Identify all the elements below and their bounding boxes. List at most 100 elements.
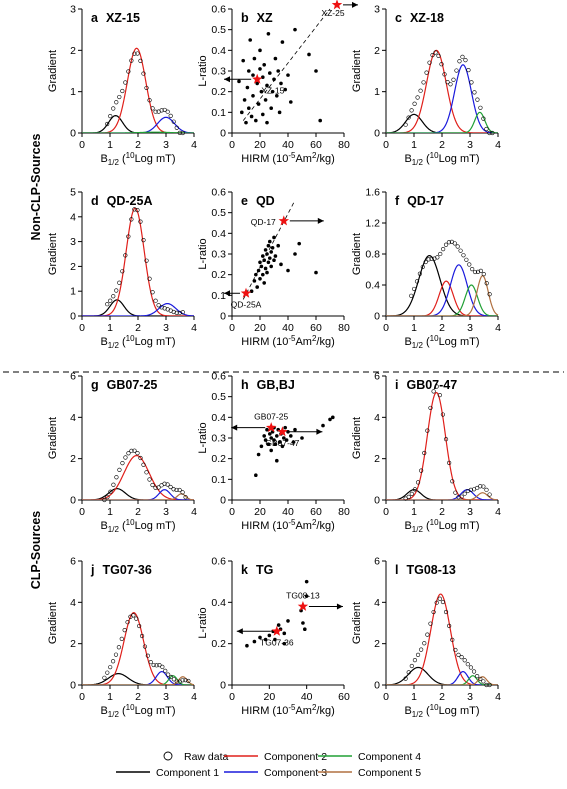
y-axis-label: L-ratio (197, 238, 209, 269)
y-tick-label: 4 (70, 412, 76, 424)
raw-data-point (171, 677, 177, 682)
raw-data-point (440, 599, 446, 605)
panel-title: f QD-17 (395, 194, 444, 208)
component-curve (386, 489, 498, 500)
y-tick-label: 0 (374, 680, 380, 692)
x-tick-label: 1 (411, 506, 417, 518)
x-tick-label: 1 (411, 322, 417, 334)
scatter-point (262, 281, 267, 285)
x-tick-label: 4 (495, 506, 501, 518)
raw-data-point (125, 620, 130, 625)
scatter-point (265, 270, 269, 275)
scatter-point (263, 438, 268, 442)
scatter-point (284, 438, 289, 442)
component-curve (82, 115, 194, 133)
x-tick-label: 2 (135, 322, 141, 334)
raw-data-point (177, 487, 182, 493)
x-tick-label: 0 (229, 322, 235, 334)
raw-data-point (138, 219, 143, 224)
raw-data-point (165, 482, 170, 487)
highlight-star (331, 0, 343, 10)
raw-data-point (419, 647, 424, 652)
y-tick-label: 0 (374, 495, 380, 507)
component-curve (82, 299, 194, 316)
raw-data-point (419, 468, 424, 473)
scatter-point (241, 58, 245, 63)
raw-data-point (481, 484, 486, 489)
scatter-point (266, 260, 271, 265)
scatter-point (265, 120, 269, 125)
y-tick-label: 0.2 (211, 453, 226, 465)
star-arrowhead (352, 1, 358, 8)
raw-data-point (132, 51, 137, 56)
scatter-point (266, 243, 271, 248)
raw-data-point (132, 207, 137, 212)
y-tick-label: 0 (70, 311, 76, 323)
scatter-point (262, 434, 267, 438)
raw-data-point (454, 68, 459, 73)
raw-data-point (406, 494, 411, 499)
y-tick-label: 0.3 (211, 66, 226, 78)
component-curve (82, 302, 195, 316)
y-tick-label: 6 (374, 371, 380, 383)
raw-data-point (422, 450, 427, 456)
star-label: XZ-25 (321, 8, 344, 18)
legend-label: Component 2 (264, 751, 327, 763)
y-tick-label: 0.4 (365, 280, 380, 292)
x-tick-label: 20 (263, 691, 275, 703)
x-axis-label: HIRM (10-5Am2/kg) (241, 151, 334, 165)
raw-data-point (113, 652, 119, 657)
raw-data-point (110, 659, 116, 664)
raw-data-point (447, 623, 452, 628)
x-tick-label: 60 (310, 322, 322, 334)
raw-data-point (122, 627, 127, 633)
raw-data-point (465, 662, 470, 667)
raw-data-point (412, 286, 417, 292)
raw-data-point (456, 495, 461, 500)
raw-data-point (165, 109, 170, 114)
x-tick-label: 3 (163, 691, 169, 703)
raw-data-point (183, 678, 188, 683)
scatter-point (261, 112, 265, 117)
x-tick-label: 40 (282, 506, 294, 518)
y-tick-label: 0.6 (211, 187, 226, 199)
scatter-point (263, 266, 268, 271)
panel-title: j TG07-36 (90, 563, 152, 577)
scatter-point (268, 432, 272, 436)
star-arrowhead (336, 603, 343, 610)
scatter-point (303, 627, 307, 631)
scatter-point (272, 77, 276, 82)
x-tick-label: 2 (135, 139, 141, 151)
highlight-star (251, 73, 263, 84)
raw-data-point (117, 467, 122, 472)
scatter-point (321, 423, 325, 428)
scatter-point (262, 258, 267, 263)
raw-data-point (428, 405, 433, 411)
scatter-point (282, 436, 286, 440)
scatter-point (263, 98, 268, 102)
components (82, 454, 195, 500)
raw-data-point (135, 51, 140, 56)
raw-data-point (119, 636, 124, 641)
raw-data-point (108, 113, 113, 119)
raw-data-point (174, 487, 179, 493)
raw-data-point (463, 57, 468, 63)
raw-data-point (162, 107, 167, 113)
scatter-point (269, 250, 274, 254)
scatter-point (245, 643, 249, 648)
x-axis-label: HIRM (10-5Am2/kg) (241, 518, 334, 532)
x-axis-label: B1/2 (10Log mT) (404, 703, 479, 719)
raw-data-point (135, 451, 140, 456)
raw-data-point (129, 448, 134, 453)
x-tick-label: 4 (495, 139, 501, 151)
y-tick-label: 0.2 (211, 269, 226, 281)
y-tick-label: 5 (70, 187, 76, 199)
y-tick-label: 0 (220, 495, 226, 507)
scatter-point (251, 73, 255, 77)
raw-data-point (457, 59, 462, 64)
x-tick-label: 1 (107, 691, 113, 703)
y-tick-label: 0 (70, 680, 76, 692)
x-axis-label: HIRM (10-5Am2/kg) (241, 703, 334, 717)
y-tick-label: 2 (70, 45, 76, 57)
x-axis-label: B1/2 (10Log mT) (100, 151, 175, 167)
